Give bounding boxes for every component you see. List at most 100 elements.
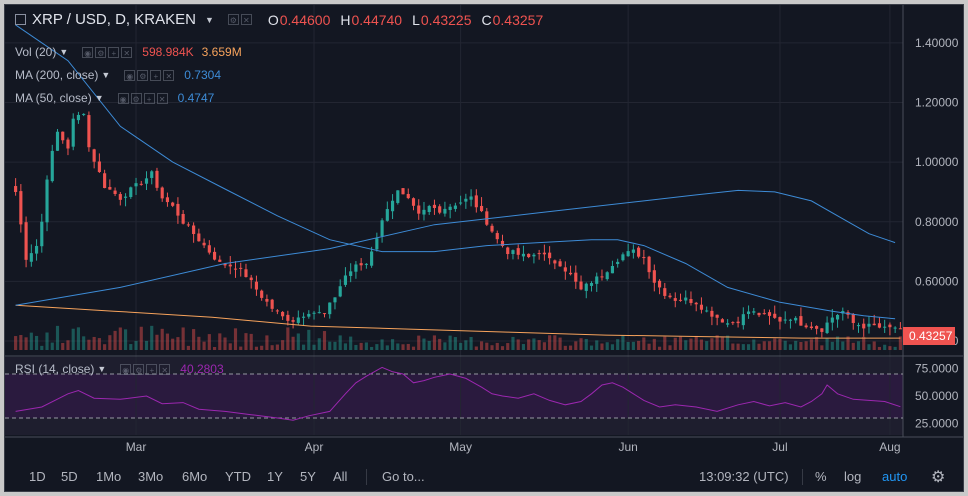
volume-bar xyxy=(872,341,876,350)
settings-icon[interactable]: ⚙ xyxy=(95,46,107,58)
symbol-title[interactable]: XRP / USD, D, KRAKEN xyxy=(32,11,196,28)
candle-body xyxy=(851,314,855,323)
candle-body xyxy=(192,225,196,235)
ma50-controls[interactable]: ◉ ⚙ + ✕ xyxy=(117,92,168,104)
close-icon[interactable]: ✕ xyxy=(121,46,133,58)
indicator-row-volume[interactable]: Vol (20) ▼ ◉ ⚙ + ✕ 598.984K 3.659M xyxy=(15,45,242,59)
volume-bar xyxy=(97,338,101,350)
percent-button[interactable]: % xyxy=(815,468,827,484)
add-icon[interactable]: + xyxy=(150,69,162,81)
volume-controls[interactable]: ◉ ⚙ + ✕ xyxy=(82,46,133,58)
volume-bar xyxy=(239,346,243,350)
symbol-row: XRP / USD, D, KRAKEN ▼ ⚙ ✕ O 0.44600 H 0… xyxy=(15,11,543,28)
volume-bar xyxy=(129,344,133,350)
candle-body xyxy=(19,191,23,225)
range-all-button[interactable]: All xyxy=(333,468,348,484)
volume-bar xyxy=(301,344,306,350)
volume-bar xyxy=(202,341,206,350)
volume-bar xyxy=(55,325,60,350)
indicator-row-ma200[interactable]: MA (200, close) ▼ ◉ ⚙ + ✕ 0.7304 xyxy=(15,68,221,82)
rsi-caret-icon[interactable]: ▼ xyxy=(97,364,107,374)
close-icon[interactable]: ✕ xyxy=(163,69,175,81)
candle-body xyxy=(490,225,494,232)
ma50-caret-icon[interactable]: ▼ xyxy=(94,93,104,103)
ohlc-open-value: 0.44600 xyxy=(279,11,331,28)
candle-body xyxy=(160,187,164,199)
hide-icon[interactable] xyxy=(15,14,26,25)
price-tick-label: 1.00000 xyxy=(915,155,959,169)
ma200-controls[interactable]: ◉ ⚙ + ✕ xyxy=(124,69,175,81)
volume-bar xyxy=(233,328,238,350)
auto-button[interactable]: auto xyxy=(882,468,908,484)
add-icon[interactable]: + xyxy=(146,363,158,375)
volume-bar xyxy=(705,341,709,350)
range-1y-button[interactable]: 1Y xyxy=(267,468,283,484)
volume-bar xyxy=(270,345,274,350)
rsi-controls[interactable]: ◉ ⚙ + ✕ xyxy=(120,363,171,375)
gear-icon[interactable]: ⚙ xyxy=(931,469,946,486)
price-tick-label: 0.80000 xyxy=(915,215,959,229)
candle-body xyxy=(432,204,437,209)
settings-icon[interactable]: ⚙ xyxy=(133,363,145,375)
close-icon[interactable]: ✕ xyxy=(159,363,171,375)
candle-body xyxy=(736,321,740,324)
indicator-row-ma50[interactable]: MA (50, close) ▼ ◉ ⚙ + ✕ 0.4747 xyxy=(15,91,214,105)
settings-icon[interactable]: ⚙ xyxy=(137,69,149,81)
range-1mo-button[interactable]: 1Mo xyxy=(96,468,122,484)
close-icon[interactable]: ✕ xyxy=(240,14,252,25)
volume-bar xyxy=(29,332,33,350)
candle-body xyxy=(506,247,510,255)
eye-icon[interactable]: ◉ xyxy=(120,363,132,375)
candle-body xyxy=(621,254,625,261)
range-3mo-button[interactable]: 3Mo xyxy=(138,468,164,484)
candle-body xyxy=(14,186,18,192)
ma50-line xyxy=(15,24,896,320)
bottom-toolbar: 1D 5D 1Mo 3Mo 6Mo YTD 1Y 5Y All Go to...… xyxy=(5,461,963,491)
volume-bar xyxy=(349,336,353,350)
rsi-label[interactable]: RSI (14, close) xyxy=(15,362,95,376)
candle-body xyxy=(207,245,211,253)
candle-body xyxy=(244,269,248,278)
volume-bar xyxy=(689,338,693,350)
candle-body xyxy=(731,322,735,324)
range-6mo-button[interactable]: 6Mo xyxy=(182,468,208,484)
log-button[interactable]: log xyxy=(844,468,862,484)
volume-bar xyxy=(181,327,185,350)
candle-body xyxy=(254,281,259,290)
settings-icon[interactable]: ⚙ xyxy=(227,14,239,25)
range-5d-button[interactable]: 5D xyxy=(61,468,78,484)
candle-body xyxy=(87,115,91,148)
volume-label[interactable]: Vol (20) xyxy=(15,45,57,59)
chart-canvas[interactable]: 1.400001.200001.000000.800000.600000.400… xyxy=(5,5,963,491)
symbol-controls[interactable]: ⚙ ✕ xyxy=(227,14,252,25)
volume-bar xyxy=(553,335,557,350)
eye-icon[interactable]: ◉ xyxy=(124,69,136,81)
ohlc-high-value: 0.44740 xyxy=(351,11,403,28)
goto-button[interactable]: Go to... xyxy=(382,468,425,484)
ohlc-close-key: C xyxy=(481,11,492,28)
volume-bar xyxy=(809,339,813,350)
ma200-line xyxy=(15,189,896,306)
indicator-row-rsi[interactable]: RSI (14, close) ▼ ◉ ⚙ + ✕ 40.2803 xyxy=(15,362,224,376)
settings-icon[interactable]: ⚙ xyxy=(130,92,142,104)
candle-body xyxy=(867,323,871,327)
eye-icon[interactable]: ◉ xyxy=(117,92,129,104)
volume-bar xyxy=(835,336,840,350)
candle-body xyxy=(438,206,442,213)
ma200-label[interactable]: MA (200, close) xyxy=(15,68,99,82)
range-ytd-button[interactable]: YTD xyxy=(225,468,251,484)
ma200-caret-icon[interactable]: ▼ xyxy=(101,70,111,80)
symbol-caret-icon[interactable]: ▼ xyxy=(204,14,214,25)
add-icon[interactable]: + xyxy=(143,92,155,104)
eye-icon[interactable]: ◉ xyxy=(82,46,94,58)
candle-body xyxy=(820,328,824,332)
range-1d-button[interactable]: 1D xyxy=(29,468,46,484)
chart-legend: XRP / USD, D, KRAKEN ▼ ⚙ ✕ O 0.44600 H 0… xyxy=(5,5,905,376)
candle-body xyxy=(762,313,766,315)
close-icon[interactable]: ✕ xyxy=(156,92,168,104)
range-5y-button[interactable]: 5Y xyxy=(300,468,316,484)
ma50-label[interactable]: MA (50, close) xyxy=(15,91,92,105)
volume-bar xyxy=(333,341,337,350)
volume-caret-icon[interactable]: ▼ xyxy=(59,47,69,57)
add-icon[interactable]: + xyxy=(108,46,120,58)
